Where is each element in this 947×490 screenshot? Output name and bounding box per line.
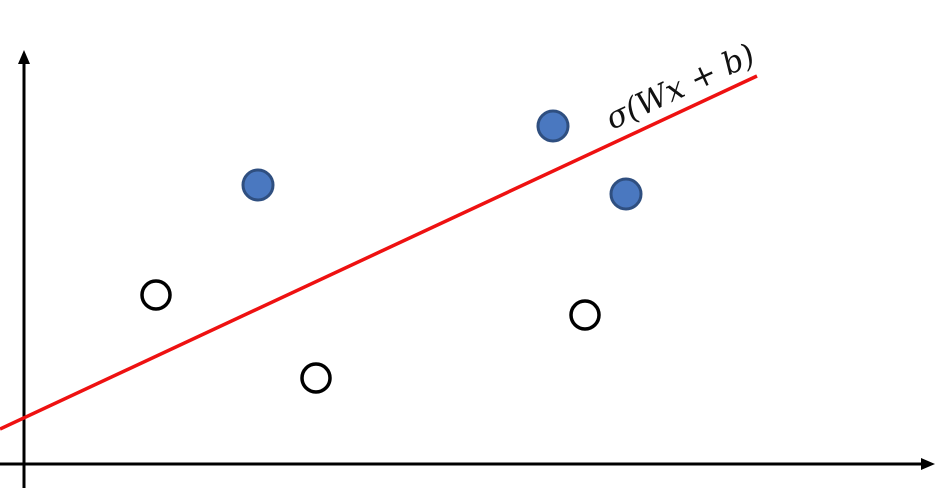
positive-point bbox=[609, 177, 643, 211]
positive-point bbox=[536, 109, 570, 143]
negative-point bbox=[140, 279, 172, 311]
positive-point bbox=[241, 168, 275, 202]
negative-point bbox=[569, 299, 601, 331]
negative-points bbox=[140, 279, 601, 394]
x-axis-arrowhead bbox=[921, 458, 935, 470]
y-axis-arrowhead bbox=[18, 50, 30, 64]
positive-points bbox=[241, 109, 643, 211]
negative-point bbox=[300, 362, 332, 394]
axes bbox=[0, 50, 935, 488]
decision-boundary-line bbox=[0, 74, 758, 431]
